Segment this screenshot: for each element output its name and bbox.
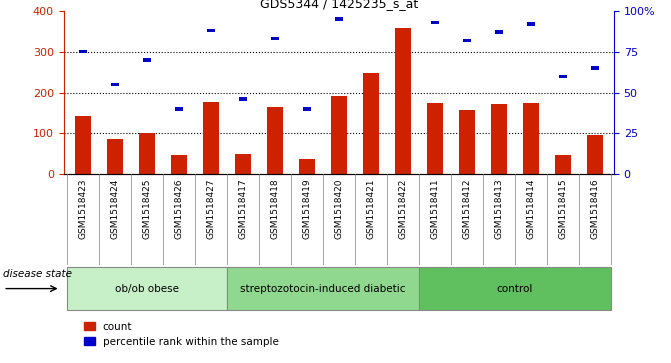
Text: streptozotocin-induced diabetic: streptozotocin-induced diabetic xyxy=(240,284,405,294)
Bar xyxy=(431,21,439,24)
Bar xyxy=(463,38,471,42)
Bar xyxy=(427,103,443,174)
Bar xyxy=(363,73,379,174)
Text: GSM1518422: GSM1518422 xyxy=(399,179,407,239)
Text: GSM1518416: GSM1518416 xyxy=(590,179,599,240)
Bar xyxy=(235,154,251,174)
Text: GSM1518423: GSM1518423 xyxy=(79,179,87,239)
Bar xyxy=(171,155,187,174)
Bar xyxy=(207,29,215,32)
Bar xyxy=(75,116,91,174)
Bar xyxy=(395,28,411,174)
Bar xyxy=(67,267,227,310)
Text: GSM1518427: GSM1518427 xyxy=(207,179,215,239)
Text: GSM1518424: GSM1518424 xyxy=(111,179,119,239)
Text: GSM1518414: GSM1518414 xyxy=(526,179,535,239)
Bar xyxy=(79,50,87,53)
Text: GSM1518417: GSM1518417 xyxy=(238,179,248,240)
Bar xyxy=(527,23,535,25)
Legend: count, percentile rank within the sample: count, percentile rank within the sample xyxy=(80,317,283,351)
Bar xyxy=(139,133,155,174)
Bar xyxy=(303,107,311,110)
Bar xyxy=(271,37,279,40)
Bar xyxy=(491,104,507,174)
Bar xyxy=(299,159,315,174)
Bar xyxy=(335,17,343,21)
Text: ob/ob obese: ob/ob obese xyxy=(115,284,179,294)
Bar xyxy=(239,97,247,101)
Text: GSM1518425: GSM1518425 xyxy=(142,179,152,239)
Text: GSM1518413: GSM1518413 xyxy=(495,179,503,240)
Title: GDS5344 / 1425235_s_at: GDS5344 / 1425235_s_at xyxy=(260,0,418,10)
Bar xyxy=(419,267,611,310)
Bar xyxy=(459,110,475,174)
Bar xyxy=(107,139,123,174)
Bar xyxy=(111,83,119,86)
Text: GSM1518418: GSM1518418 xyxy=(270,179,279,240)
Bar xyxy=(143,58,151,61)
Bar xyxy=(555,155,571,174)
Text: GSM1518411: GSM1518411 xyxy=(430,179,440,240)
Text: control: control xyxy=(497,284,533,294)
Text: GSM1518426: GSM1518426 xyxy=(174,179,183,239)
Text: GSM1518420: GSM1518420 xyxy=(334,179,344,239)
Bar xyxy=(331,96,347,174)
Text: GSM1518415: GSM1518415 xyxy=(558,179,567,240)
Bar xyxy=(495,30,503,34)
Bar xyxy=(523,103,539,174)
Bar xyxy=(559,74,567,78)
Bar xyxy=(267,107,283,174)
Bar xyxy=(590,66,599,70)
Text: GSM1518421: GSM1518421 xyxy=(366,179,375,239)
Bar xyxy=(203,102,219,174)
Bar xyxy=(586,135,603,174)
Text: GSM1518412: GSM1518412 xyxy=(462,179,471,239)
Bar xyxy=(175,107,183,110)
Text: GSM1518419: GSM1518419 xyxy=(303,179,311,240)
Text: disease state: disease state xyxy=(3,269,72,280)
Bar xyxy=(227,267,419,310)
